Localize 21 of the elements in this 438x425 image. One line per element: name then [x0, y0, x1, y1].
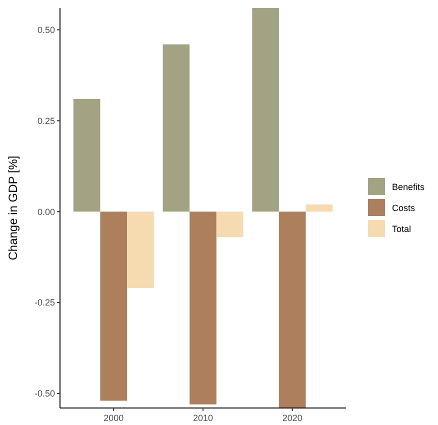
bar [278, 212, 306, 408]
y-axis-title: Change in GDP [%] [6, 156, 20, 260]
legend-label: Total [392, 224, 412, 234]
x-tick-label: 2020 [282, 413, 302, 423]
bar [190, 212, 216, 404]
legend-label: Costs [392, 203, 416, 214]
y-tick-label: -0.25 [34, 298, 55, 308]
y-tick-label: 0.50 [37, 24, 55, 35]
y-tick-label: -0.50 [34, 388, 55, 399]
x-tick-label: 2000 [104, 413, 124, 423]
y-tick-label: 0.00 [37, 206, 55, 217]
bar [306, 204, 333, 212]
bar [100, 212, 128, 401]
bar [252, 8, 279, 212]
y-tick-label: 0.25 [37, 116, 55, 126]
legend-label: Benefits [392, 182, 426, 192]
bar [127, 212, 154, 288]
bar [162, 44, 190, 212]
bar [73, 98, 100, 212]
x-tick-label: 2010 [192, 413, 214, 423]
bar [216, 212, 244, 238]
